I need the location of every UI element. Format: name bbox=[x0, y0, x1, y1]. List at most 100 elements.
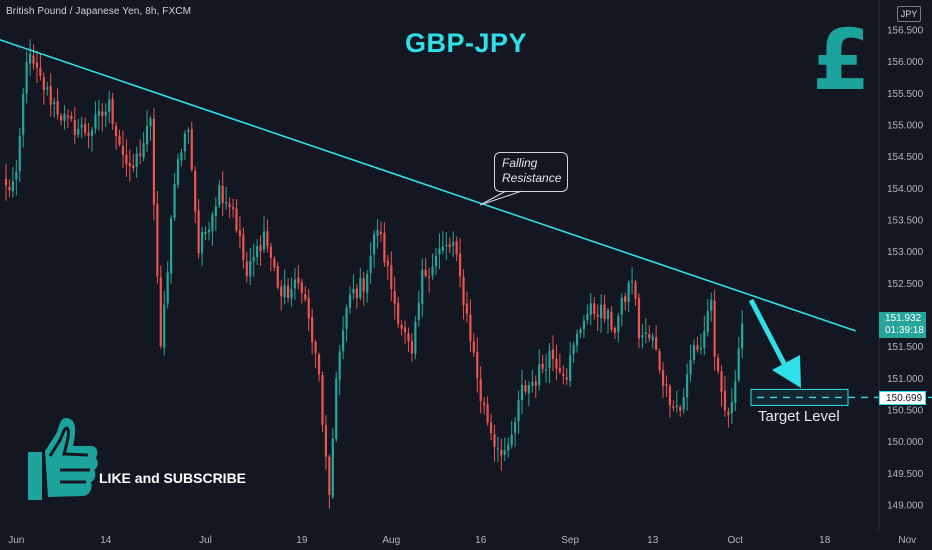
candle-body bbox=[469, 314, 472, 342]
candle-body bbox=[593, 303, 596, 315]
candle-body bbox=[25, 61, 28, 94]
candle-body bbox=[197, 210, 200, 254]
candlestick-series bbox=[4, 39, 744, 509]
candle-body bbox=[534, 381, 537, 386]
candle-body bbox=[369, 255, 372, 274]
candle-body bbox=[145, 125, 149, 145]
candle-body bbox=[245, 261, 248, 277]
candle-body bbox=[77, 128, 80, 135]
candle-body bbox=[723, 390, 727, 411]
candle-body bbox=[108, 99, 111, 112]
time-tick-label: Nov bbox=[898, 535, 916, 546]
candle-body bbox=[28, 53, 32, 64]
candle-body bbox=[428, 276, 431, 278]
candle-body bbox=[121, 146, 125, 155]
candle-body bbox=[565, 377, 568, 380]
candle-body bbox=[269, 246, 272, 258]
candle-body bbox=[489, 422, 493, 434]
candle-body bbox=[352, 288, 355, 294]
candle-body bbox=[441, 246, 444, 251]
time-axis[interactable]: Jun 14 Jul 19 Aug 16 Sep 13 Oct 18 Nov bbox=[8, 535, 916, 546]
candle-body bbox=[682, 396, 685, 410]
candle-body bbox=[335, 378, 338, 440]
candle-body bbox=[84, 124, 87, 133]
candle-body bbox=[383, 232, 386, 263]
candle-body bbox=[46, 87, 49, 90]
candle-body bbox=[331, 438, 334, 497]
candle-body bbox=[665, 384, 668, 386]
candle-body bbox=[434, 256, 438, 267]
candle-body bbox=[637, 297, 641, 339]
candle-body bbox=[362, 278, 365, 292]
candle-body bbox=[256, 246, 259, 258]
price-tick-label: 154.000 bbox=[887, 184, 924, 195]
candle-body bbox=[551, 349, 555, 360]
candle-body bbox=[214, 206, 217, 217]
candle-body bbox=[176, 159, 180, 185]
currency-badge[interactable]: JPY bbox=[897, 6, 921, 22]
chart-overlays bbox=[0, 38, 932, 500]
price-axis[interactable]: 149.000 149.500 150.000 150.500 151.000 151.5… bbox=[878, 0, 924, 530]
candle-body bbox=[42, 77, 45, 91]
candle-body bbox=[170, 218, 173, 274]
candle-body bbox=[286, 285, 290, 298]
candle-body bbox=[397, 302, 400, 324]
bar-countdown: 01:39:18 bbox=[885, 325, 924, 336]
candle-body bbox=[97, 111, 100, 116]
candle-body bbox=[159, 277, 162, 346]
candle-body bbox=[348, 294, 352, 308]
candle-body bbox=[403, 327, 407, 333]
candle-body bbox=[562, 373, 565, 376]
candle-body bbox=[462, 276, 465, 306]
target-price-tag: 150.699 bbox=[879, 391, 926, 405]
candle-body bbox=[66, 115, 70, 118]
candle-body bbox=[648, 334, 651, 339]
candle-body bbox=[507, 444, 510, 451]
candle-body bbox=[630, 280, 634, 283]
candle-body bbox=[376, 230, 379, 236]
candle-body bbox=[555, 358, 558, 369]
candle-body bbox=[527, 385, 530, 394]
candle-body bbox=[544, 369, 548, 371]
candle-body bbox=[87, 132, 90, 136]
candle-body bbox=[70, 115, 73, 120]
candle-body bbox=[503, 450, 506, 455]
candle-body bbox=[304, 294, 307, 300]
candle-body bbox=[63, 113, 66, 121]
candle-body bbox=[445, 245, 448, 247]
candle-body bbox=[379, 231, 383, 235]
time-tick-label: 16 bbox=[475, 535, 487, 546]
candle-body bbox=[4, 178, 8, 186]
candle-body bbox=[458, 253, 462, 277]
candle-body bbox=[410, 340, 414, 354]
candle-body bbox=[524, 385, 527, 392]
candle-body bbox=[300, 282, 303, 294]
candle-body bbox=[152, 118, 156, 205]
candle-body bbox=[407, 333, 410, 342]
candle-body bbox=[114, 125, 118, 137]
thumbs-up-icon bbox=[28, 418, 98, 500]
candle-body bbox=[720, 371, 723, 392]
falling-resistance-trendline[interactable] bbox=[0, 38, 856, 332]
candle-body bbox=[111, 98, 114, 125]
candle-body bbox=[11, 181, 14, 192]
price-tick-label: 153.500 bbox=[887, 216, 924, 227]
candle-body bbox=[558, 367, 561, 372]
candle-body bbox=[606, 310, 610, 320]
candle-body bbox=[125, 154, 128, 164]
callout-pointer bbox=[479, 190, 523, 206]
candle-body bbox=[730, 401, 733, 414]
candle-body bbox=[465, 303, 469, 314]
candle-body bbox=[317, 354, 321, 375]
candle-body bbox=[204, 231, 207, 234]
candle-body bbox=[400, 324, 403, 329]
candle-body bbox=[273, 258, 276, 268]
candle-body bbox=[56, 101, 59, 115]
candle-body bbox=[249, 261, 252, 277]
candle-body bbox=[582, 320, 586, 330]
price-tick-label: 153.000 bbox=[887, 247, 924, 258]
candle-body bbox=[53, 102, 56, 105]
candle-body bbox=[572, 344, 575, 354]
candle-body bbox=[190, 129, 193, 170]
